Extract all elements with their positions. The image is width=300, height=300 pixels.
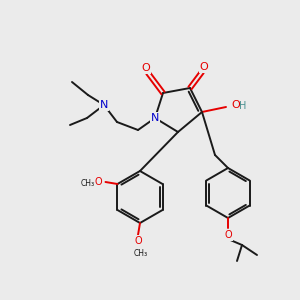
Text: O: O [142,63,150,73]
Text: H: H [239,101,246,111]
Text: N: N [151,113,159,123]
Text: O: O [200,62,208,72]
Text: O: O [95,177,102,187]
Text: O: O [134,236,142,246]
Text: O: O [231,100,240,110]
Text: CH₃: CH₃ [80,178,94,188]
Text: N: N [100,100,108,110]
Text: CH₃: CH₃ [134,248,148,257]
Text: O: O [224,230,232,240]
